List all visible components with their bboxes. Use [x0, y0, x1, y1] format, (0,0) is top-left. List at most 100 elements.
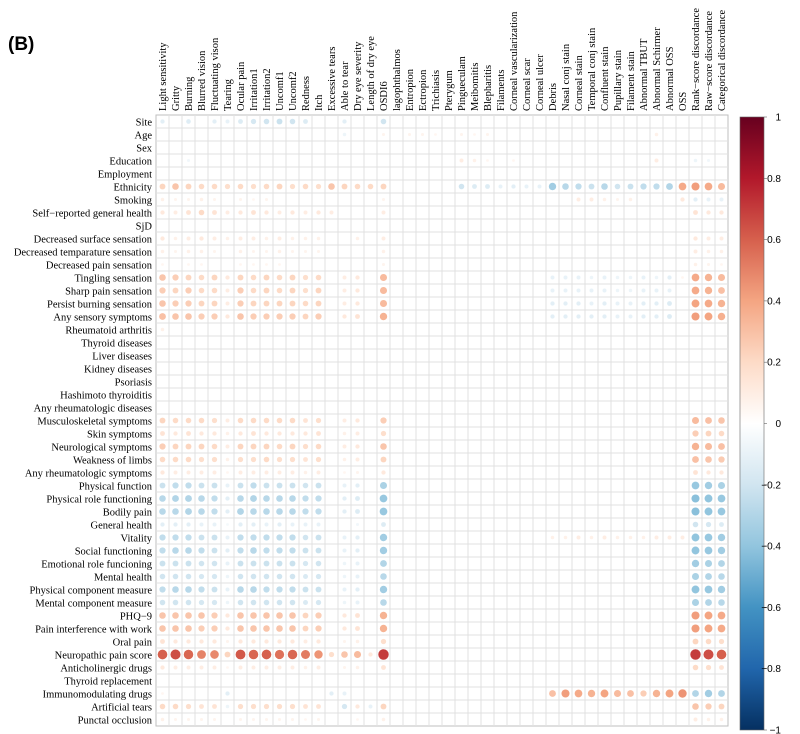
row-label: Any rheumatologic diseases	[34, 403, 152, 414]
row-label: Decreased temparature sensation	[14, 247, 153, 258]
correlation-cell	[186, 431, 191, 436]
correlation-cell	[277, 249, 282, 254]
colorbar-tick-label: 0.8	[767, 174, 781, 185]
correlation-cell	[691, 585, 700, 594]
correlation-cell	[277, 665, 282, 670]
correlation-cell	[160, 119, 165, 124]
correlation-cell	[355, 613, 360, 618]
correlation-cell	[704, 559, 713, 568]
correlation-cell	[250, 560, 257, 567]
correlation-cell	[705, 638, 712, 645]
correlation-cell	[185, 625, 192, 632]
column-label: Corneal scar	[522, 58, 533, 111]
correlation-cell	[160, 717, 165, 722]
correlation-cell	[316, 639, 321, 644]
correlation-cell	[315, 534, 322, 541]
row-label: Weakness of limbs	[73, 455, 152, 466]
correlation-cell	[379, 546, 388, 555]
correlation-cell	[693, 197, 698, 202]
correlation-cell	[342, 509, 347, 514]
correlation-cell	[692, 456, 699, 463]
correlation-cell	[173, 197, 178, 202]
correlation-cell	[704, 442, 713, 451]
correlation-cell	[160, 210, 165, 215]
correlation-cell	[315, 560, 322, 567]
correlation-cell	[211, 625, 218, 632]
correlation-cell	[315, 612, 322, 619]
correlation-cell	[276, 495, 283, 502]
correlation-cell	[185, 313, 192, 320]
row-label: Liver diseases	[92, 351, 152, 362]
correlation-cell	[185, 547, 192, 554]
column-label: Dry eye severity	[353, 41, 364, 111]
correlation-cell	[640, 183, 647, 190]
correlation-cell	[665, 689, 674, 698]
correlation-cell	[185, 586, 192, 593]
correlation-cell	[576, 288, 581, 293]
correlation-cell	[368, 652, 373, 657]
correlation-cell	[172, 599, 179, 606]
correlation-cell	[381, 236, 386, 241]
correlation-cell	[239, 263, 242, 266]
correlation-cell	[641, 275, 646, 280]
correlation-cell	[225, 119, 230, 124]
correlation-cell	[719, 197, 724, 202]
correlation-cell	[159, 703, 166, 710]
correlation-cell	[329, 210, 334, 215]
column-label: OSS	[678, 92, 689, 111]
correlation-cell	[355, 275, 360, 280]
colorbar: 1 0.8 0.6 0.4 0.2 0 −0.2 −0.4 −0.6 −0.8 −1	[739, 113, 781, 734]
column-label: Nasal conj stain	[561, 43, 572, 111]
correlation-cell	[693, 249, 698, 254]
correlation-cell	[717, 611, 726, 620]
correlation-cell	[159, 599, 166, 606]
correlation-cell	[172, 586, 179, 593]
correlation-cell	[704, 182, 713, 191]
correlation-cell	[693, 470, 698, 475]
correlation-cell	[703, 649, 714, 660]
correlation-cell	[705, 599, 712, 606]
correlation-cell	[548, 182, 557, 191]
correlation-cell	[212, 197, 217, 202]
correlation-cell	[301, 650, 310, 659]
correlation-cell	[341, 651, 348, 658]
correlation-cell	[342, 600, 347, 605]
correlation-cell	[225, 236, 230, 241]
correlation-cell	[315, 599, 322, 606]
correlation-cell	[172, 183, 179, 190]
correlation-cell	[378, 649, 389, 660]
correlation-cell	[587, 689, 596, 698]
correlation-cell	[261, 649, 272, 660]
colorbar-tick-label: 0.6	[767, 235, 781, 246]
correlation-cell	[251, 470, 256, 475]
correlation-cell	[717, 624, 726, 633]
correlation-cell	[302, 586, 309, 593]
correlation-cell	[198, 560, 205, 567]
correlation-cell	[159, 183, 166, 190]
correlation-cell	[304, 718, 307, 721]
column-label: Trichiasis	[431, 70, 442, 111]
column-label: Irritation1	[249, 68, 260, 111]
correlation-cell	[250, 547, 257, 554]
correlation-cell	[238, 210, 243, 215]
correlation-cell	[717, 507, 726, 516]
correlation-cell	[264, 210, 269, 215]
correlation-cell	[277, 522, 282, 527]
correlation-cell	[159, 287, 166, 294]
row-label: Physical function	[79, 481, 153, 492]
row-label: Education	[109, 156, 152, 167]
row-label: Site	[136, 117, 153, 128]
column-label: lagophthalmos	[392, 49, 403, 111]
row-label: Thyroid diseases	[81, 338, 152, 349]
correlation-cell	[654, 132, 659, 137]
correlation-cell	[250, 586, 257, 593]
correlation-cell	[198, 573, 205, 580]
correlation-cell	[173, 236, 178, 241]
correlation-cell	[185, 495, 192, 502]
correlation-cell	[691, 312, 700, 321]
correlation-cell	[237, 313, 244, 320]
correlation-cell	[251, 236, 256, 241]
correlation-cell	[276, 547, 283, 554]
correlation-cell	[434, 133, 437, 136]
correlation-cell	[198, 300, 205, 307]
